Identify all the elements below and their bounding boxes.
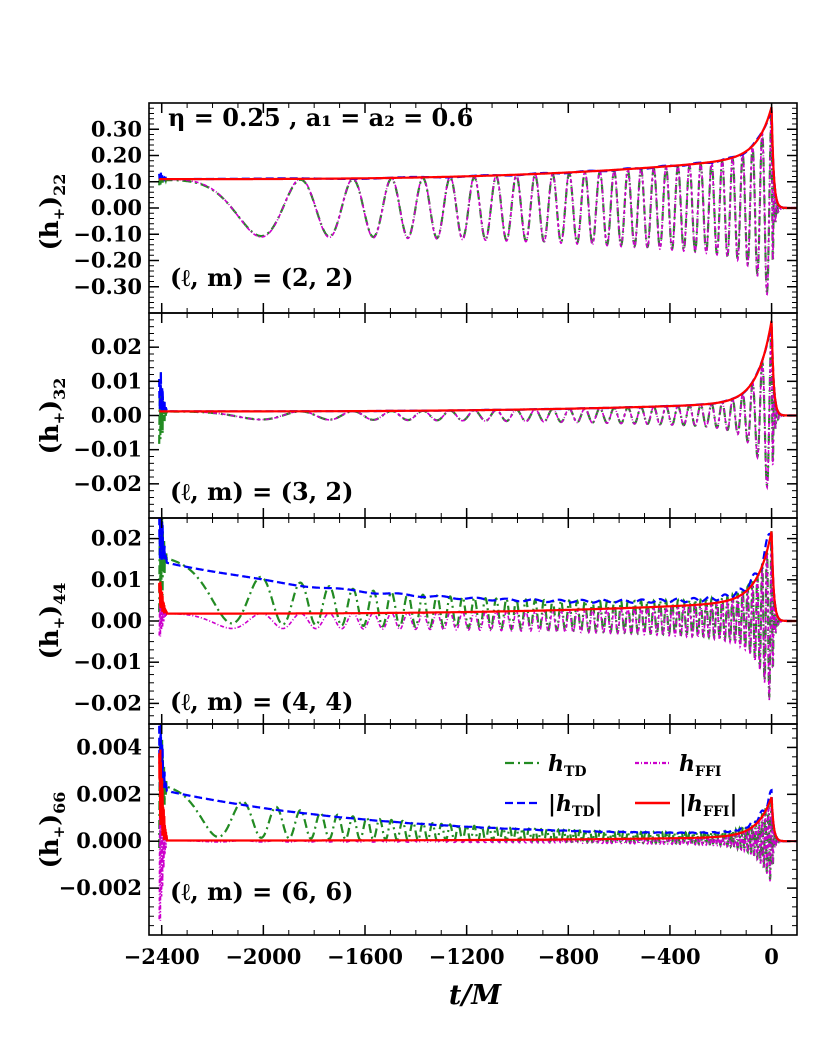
- panel-frame-3: [148, 723, 798, 936]
- y-tick-label-3-2: 0.002: [76, 781, 142, 806]
- x-tick-label-5: −400: [639, 944, 700, 969]
- y-tick-label-0-4: 0.10: [91, 169, 142, 194]
- y-tick-label-3-3: 0.004: [76, 734, 142, 759]
- mode-label-44: (ℓ, m) = (4, 4): [170, 687, 353, 716]
- x-axis-label: t/M: [449, 980, 502, 1011]
- svg-text:(h+)66: (h+)66: [35, 792, 69, 869]
- y-tick-label-0-5: 0.20: [91, 143, 142, 168]
- panels: −0.30−0.20−0.100.000.100.200.30−0.02−0.0…: [59, 102, 798, 969]
- series-abs-h-ffi-1: [159, 320, 797, 417]
- legend-label-h-td: hTD: [548, 751, 587, 780]
- mode-label-22: (ℓ, m) = (2, 2): [170, 263, 353, 292]
- y-tick-label-2-2: 0.00: [91, 608, 142, 633]
- legend-label-abs-h-ffi: |hFFI|: [679, 791, 737, 820]
- series-h-td-2: [158, 518, 797, 698]
- mode-label-66: (ℓ, m) = (6, 6): [170, 877, 353, 906]
- series-h-ffi-3: [158, 795, 797, 921]
- y-tick-label-1-4: 0.02: [91, 334, 142, 359]
- legend: hTD hFFI |hTD| |hFFI|: [505, 751, 737, 820]
- svg-text:(h+)44: (h+)44: [35, 583, 69, 660]
- curves-1: [158, 320, 797, 491]
- x-tick-label-6: 0: [764, 944, 779, 969]
- series-abs-h-td-1: [158, 322, 797, 417]
- ylabel-66: (h+)66: [35, 792, 69, 869]
- y-tick-label-3-0: −0.002: [59, 875, 142, 900]
- y-tick-label-0-6: 0.30: [91, 116, 142, 141]
- y-tick-label-0-2: −0.10: [73, 221, 142, 246]
- y-tick-label-0-1: −0.20: [73, 248, 142, 273]
- series-h-td-1: [158, 323, 797, 489]
- y-tick-label-2-0: −0.02: [73, 690, 142, 715]
- ylabel-44: (h+)44: [35, 583, 69, 660]
- y-tick-label-1-0: −0.02: [73, 471, 142, 496]
- panel-2: −0.02 −0.01 0.00 0.01 0.02: [73, 517, 798, 725]
- series-h-ffi-1: [159, 321, 797, 491]
- x-tick-label-3: −1200: [429, 944, 505, 969]
- y-tick-label-0-3: 0.00: [91, 195, 142, 220]
- x-tick-label-2: −1600: [327, 944, 403, 969]
- legend-label-abs-h-td: |hTD|: [548, 791, 603, 820]
- x-tick-label-1: −2000: [225, 944, 301, 969]
- series-abs-h-ffi-0: [159, 106, 797, 210]
- y-tick-label-2-1: −0.01: [73, 649, 142, 674]
- series-h-ffi-2: [158, 532, 797, 701]
- y-tick-label-2-4: 0.02: [91, 526, 142, 551]
- curves-3: [158, 724, 797, 921]
- y-tick-label-3-1: 0.000: [76, 828, 142, 853]
- mode-label-32: (ℓ, m) = (3, 2): [170, 477, 353, 506]
- svg-text:(h+)32: (h+)32: [35, 378, 69, 455]
- series-h-ffi-0: [159, 107, 797, 296]
- y-tick-label-1-2: 0.00: [91, 403, 142, 428]
- x-tick-label-0: −2400: [124, 944, 200, 969]
- curves-2: [158, 518, 797, 701]
- series-abs-h-ffi-3: [158, 749, 797, 843]
- curves-0: [158, 106, 797, 296]
- y-tick-label-1-1: −0.01: [73, 437, 142, 462]
- panel-0: −0.30−0.20−0.100.000.100.200.30: [73, 102, 798, 314]
- series-abs-h-td-3: [158, 724, 797, 843]
- y-tick-label-0-0: −0.30: [73, 274, 142, 299]
- legend-label-h-ffi: hFFI: [679, 751, 721, 780]
- panel-3: −0.002 0.000 0.002 0.004: [59, 723, 798, 936]
- series-abs-h-td-2: [158, 518, 797, 623]
- title-annotation: η = 0.25 , a₁ = a₂ = 0.6: [168, 103, 473, 132]
- y-tick-label-2-3: 0.01: [91, 567, 142, 592]
- series-abs-h-ffi-2: [158, 531, 797, 623]
- ylabel-22: (h+)22: [35, 174, 69, 251]
- y-tick-label-1-3: 0.01: [91, 368, 142, 393]
- x-tick-label-4: −800: [538, 944, 599, 969]
- ylabel-32: (h+)32: [35, 378, 69, 455]
- svg-text:(h+)22: (h+)22: [35, 174, 69, 251]
